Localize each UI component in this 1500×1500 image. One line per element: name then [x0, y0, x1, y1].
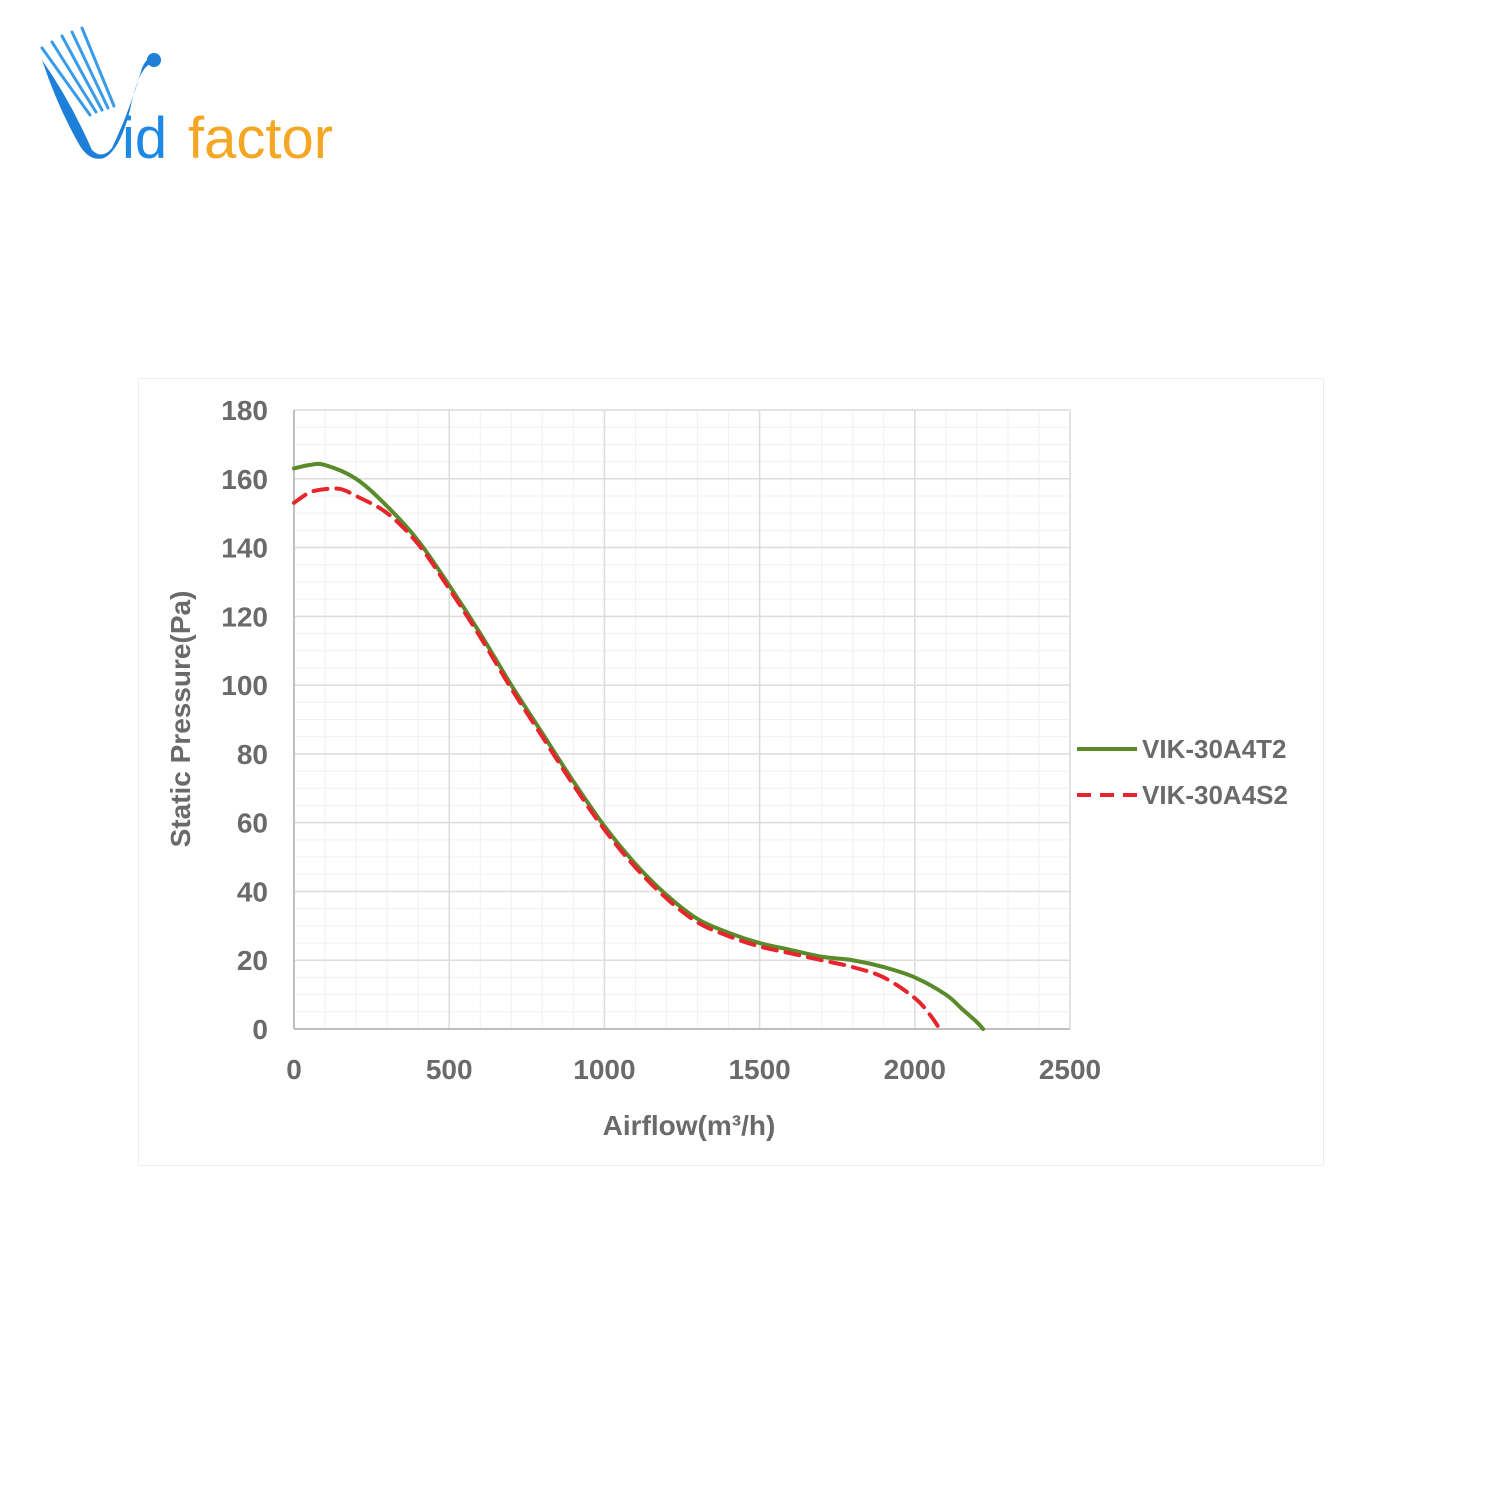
y-tick-label: 180 [221, 395, 268, 426]
x-axis-tick-labels: 0 500 1000 1500 2000 2500 [286, 1054, 1101, 1085]
y-tick-label: 160 [221, 464, 268, 495]
y-axis-title: Static Pressure(Pa) [165, 591, 196, 848]
y-tick-label: 60 [237, 808, 268, 839]
chart-grid [293, 409, 1071, 1030]
chart-axes [293, 410, 1070, 1030]
y-tick-label: 140 [221, 533, 268, 564]
x-tick-label: 500 [426, 1054, 473, 1085]
logo-text-factor: factor [188, 106, 333, 170]
x-axis-title: Airflow(m³/h) [603, 1110, 776, 1141]
chart-series-lines [292, 461, 986, 1031]
legend-label: VIK-30A4T2 [1142, 734, 1287, 764]
legend-label: VIK-30A4S2 [1142, 780, 1288, 810]
fan-performance-chart: 0 20 40 60 80 100 120 140 160 180 0 500 1000 1500 200… [165, 395, 1288, 1141]
series-line-vik-30a4t2 [292, 461, 986, 1031]
y-axis-tick-labels: 0 20 40 60 80 100 120 140 160 180 [221, 395, 268, 1045]
y-tick-label: 80 [237, 739, 268, 770]
y-tick-label: 20 [237, 945, 268, 976]
chart-legend: VIK-30A4T2 VIK-30A4S2 [1077, 734, 1288, 810]
y-tick-label: 100 [221, 670, 268, 701]
chart-frame: 0 20 40 60 80 100 120 140 160 180 0 500 1000 1500 200… [138, 378, 1324, 1166]
x-tick-label: 1000 [573, 1054, 635, 1085]
series-line-vik-30a4s2 [292, 486, 942, 1031]
vidfactor-logo: id factor [40, 26, 333, 170]
logo-text-id: id [122, 106, 167, 170]
y-tick-label: 0 [252, 1014, 268, 1045]
y-tick-label: 40 [237, 876, 268, 907]
y-tick-label: 120 [221, 601, 268, 632]
x-tick-label: 1500 [728, 1054, 790, 1085]
x-tick-label: 0 [286, 1054, 302, 1085]
x-tick-label: 2500 [1039, 1054, 1101, 1085]
x-tick-label: 2000 [884, 1054, 946, 1085]
